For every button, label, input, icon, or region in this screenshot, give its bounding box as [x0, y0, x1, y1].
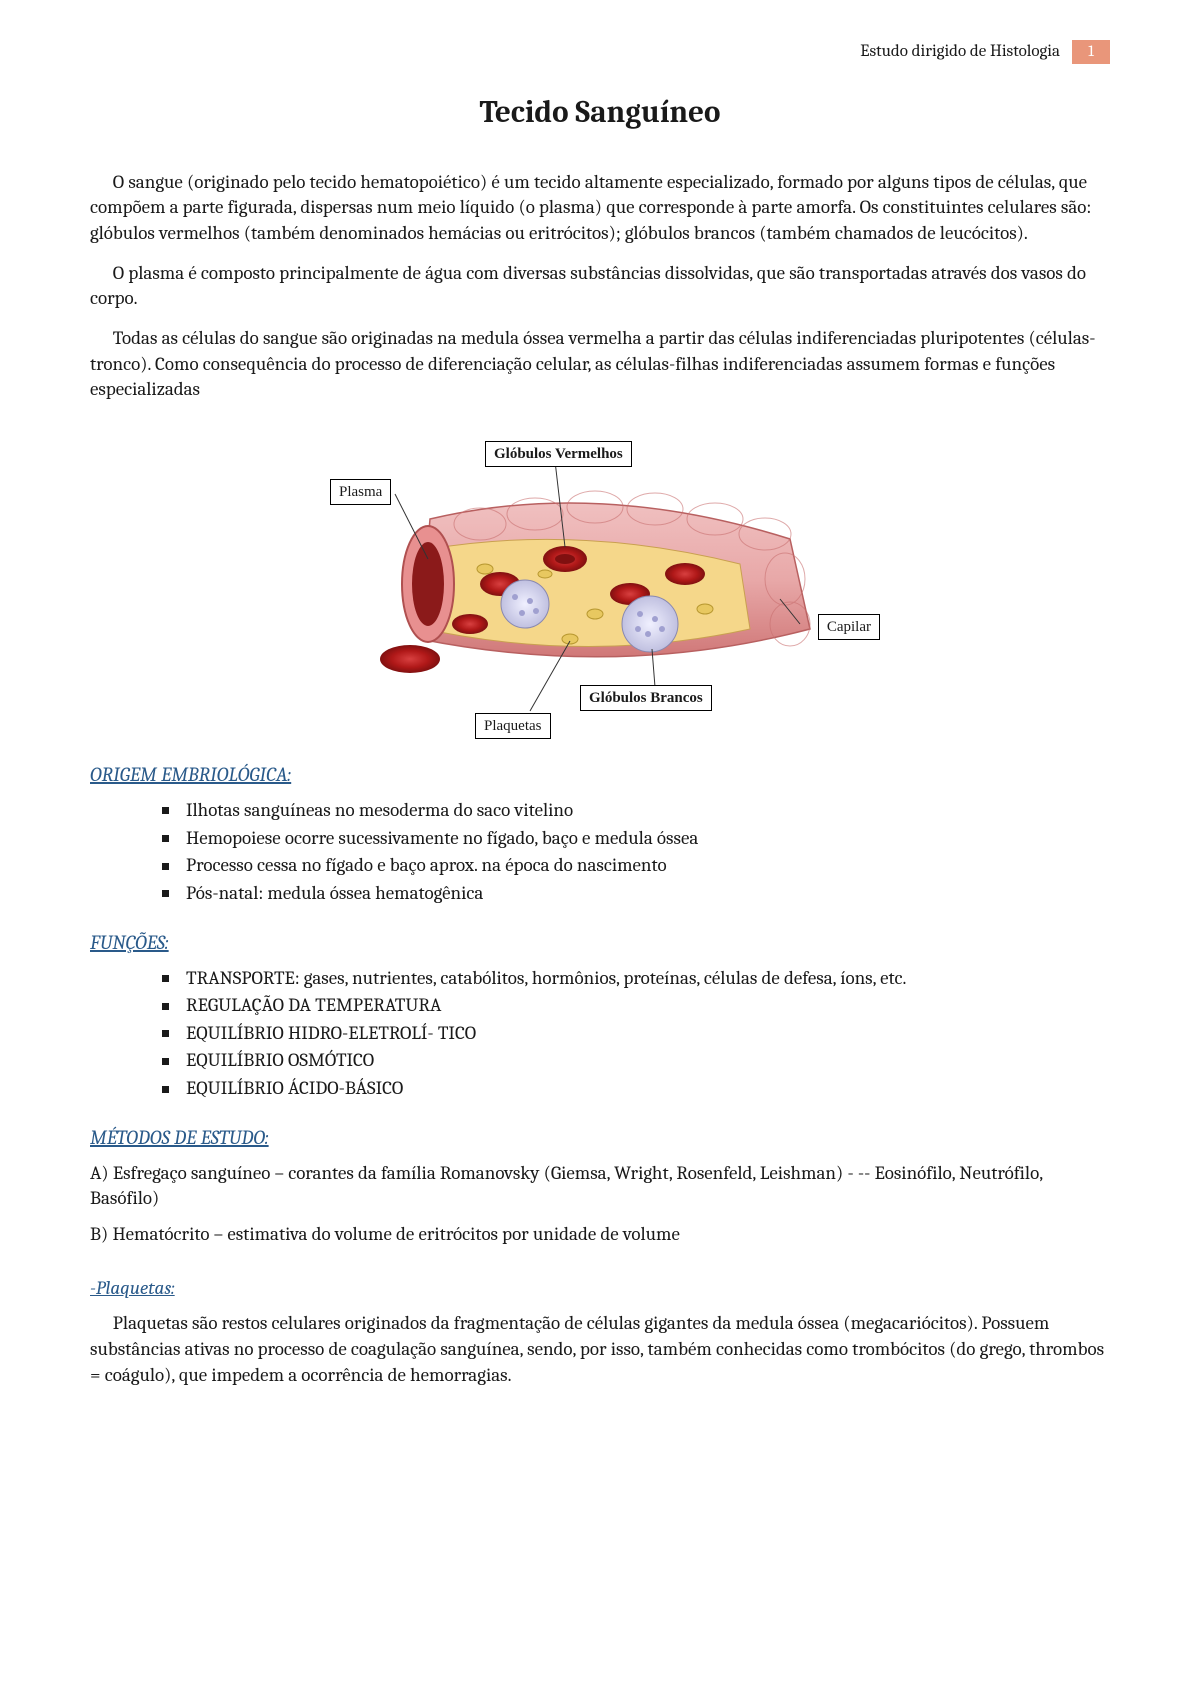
- list-item: EQUILÍBRIO HIDRO-ELETROLÍ- TICO: [162, 1021, 1110, 1047]
- list-funcoes: TRANSPORTE: gases, nutrientes, catabólit…: [90, 966, 1110, 1102]
- page-title: Tecido Sanguíneo: [90, 92, 1110, 134]
- list-item: Processo cessa no fígado e baço aprox. n…: [162, 853, 1110, 879]
- list-item: EQUILÍBRIO ÁCIDO-BÁSICO: [162, 1076, 1110, 1102]
- intro-paragraph-3: Todas as células do sangue são originada…: [90, 326, 1110, 403]
- blood-vessel-diagram: Plasma Glóbulos Vermelhos Capilar Glóbul…: [90, 429, 1110, 739]
- list-item: REGULAÇÃO DA TEMPERATURA: [162, 993, 1110, 1019]
- list-item: Ilhotas sanguíneas no mesoderma do saco …: [162, 798, 1110, 824]
- diagram-label-globulos-brancos: Glóbulos Brancos: [580, 685, 712, 711]
- diagram-label-globulos-vermelhos: Glóbulos Vermelhos: [485, 441, 632, 467]
- heading-metodos: MÉTODOS DE ESTUDO:: [90, 1124, 1110, 1151]
- diagram-label-capilar: Capilar: [818, 614, 880, 640]
- list-item: Pós-natal: medula óssea hematogênica: [162, 881, 1110, 907]
- list-item: EQUILÍBRIO OSMÓTICO: [162, 1048, 1110, 1074]
- list-origem: Ilhotas sanguíneas no mesoderma do saco …: [90, 798, 1110, 907]
- page-header: Estudo dirigido de Histologia 1: [90, 40, 1110, 64]
- list-item: Hemopoiese ocorre sucessivamente no fíga…: [162, 826, 1110, 852]
- plaquetas-body: Plaquetas são restos celulares originado…: [90, 1311, 1110, 1388]
- metodos-a: A) Esfregaço sanguíneo – corantes da fam…: [90, 1161, 1110, 1212]
- diagram-label-plaquetas: Plaquetas: [475, 713, 551, 739]
- page-number-badge: 1: [1072, 40, 1110, 64]
- heading-funcoes: FUNÇÕES:: [90, 929, 1110, 956]
- intro-paragraph-1: O sangue (originado pelo tecido hematopo…: [90, 170, 1110, 247]
- metodos-b: B) Hematócrito – estimativa do volume de…: [90, 1222, 1110, 1248]
- diagram-label-plasma: Plasma: [330, 479, 391, 505]
- intro-paragraph-2: O plasma é composto principalmente de ág…: [90, 261, 1110, 312]
- heading-origem: ORIGEM EMBRIOLÓGICA:: [90, 761, 1110, 788]
- heading-plaquetas: -Plaquetas:: [90, 1276, 1110, 1302]
- list-item: TRANSPORTE: gases, nutrientes, catabólit…: [162, 966, 1110, 992]
- doc-title: Estudo dirigido de Histologia: [860, 41, 1072, 64]
